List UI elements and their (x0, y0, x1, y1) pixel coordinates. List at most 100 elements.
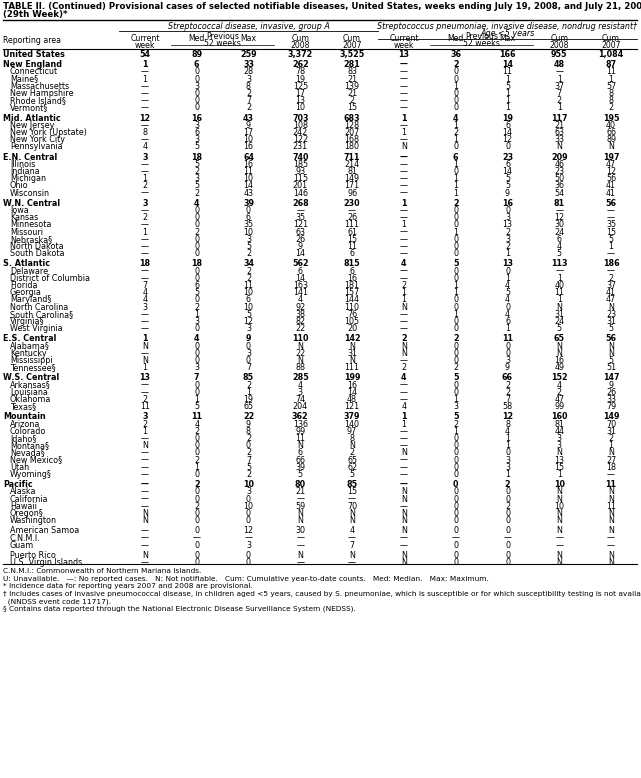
Text: 11: 11 (606, 502, 616, 511)
Text: 0: 0 (194, 213, 199, 223)
Text: 8: 8 (349, 434, 354, 443)
Text: 47: 47 (554, 395, 564, 404)
Text: 0: 0 (453, 541, 458, 550)
Text: 5: 5 (505, 82, 510, 91)
Text: 3: 3 (194, 317, 199, 326)
Text: —: — (400, 82, 408, 91)
Text: 4: 4 (401, 259, 406, 268)
Text: 0: 0 (453, 206, 458, 215)
Text: 4: 4 (401, 402, 406, 412)
Text: 3: 3 (246, 324, 251, 333)
Text: Illinois: Illinois (10, 159, 35, 169)
Text: 27: 27 (606, 456, 616, 464)
Text: 1: 1 (453, 228, 458, 237)
Text: 7: 7 (246, 456, 251, 464)
Text: 166: 166 (499, 50, 516, 59)
Text: —: — (141, 82, 149, 91)
Text: 16: 16 (191, 114, 202, 123)
Text: 9: 9 (246, 335, 251, 343)
Text: —: — (141, 558, 149, 567)
Text: —: — (400, 541, 408, 550)
Text: N: N (608, 142, 614, 152)
Text: 14: 14 (244, 181, 253, 191)
Text: Kansas: Kansas (10, 213, 38, 223)
Text: 78: 78 (296, 68, 305, 76)
Text: 31: 31 (347, 349, 357, 358)
Text: 1: 1 (142, 75, 147, 83)
Text: N: N (608, 342, 614, 351)
Text: 44: 44 (554, 427, 564, 436)
Text: 0: 0 (453, 480, 458, 489)
Text: Current: Current (130, 34, 160, 43)
Text: 2: 2 (246, 103, 251, 112)
Text: 22: 22 (295, 349, 305, 358)
Text: Florida: Florida (10, 281, 38, 290)
Text: —: — (141, 235, 149, 244)
Text: 16: 16 (347, 274, 357, 282)
Text: —: — (400, 324, 408, 333)
Text: 2: 2 (349, 448, 354, 457)
Text: 1: 1 (505, 434, 510, 443)
Text: —: — (348, 558, 356, 567)
Text: * Incidence data for reporting years 2007 and 2008 are provisional.: * Incidence data for reporting years 200… (3, 584, 253, 590)
Text: 0: 0 (194, 68, 199, 76)
Text: 1: 1 (401, 220, 406, 230)
Text: 54: 54 (139, 50, 151, 59)
Text: 2: 2 (194, 188, 199, 198)
Text: 96: 96 (347, 188, 357, 198)
Text: 1: 1 (453, 135, 458, 144)
Text: 5: 5 (453, 259, 458, 268)
Text: 1: 1 (401, 128, 406, 137)
Text: —: — (348, 495, 356, 503)
Text: —: — (296, 206, 304, 215)
Text: 56: 56 (606, 174, 616, 183)
Text: 1: 1 (142, 228, 147, 237)
Text: 5: 5 (505, 181, 510, 191)
Text: 1: 1 (194, 395, 199, 404)
Text: United States: United States (3, 50, 65, 59)
Text: 35: 35 (244, 220, 254, 230)
Text: —: — (400, 68, 408, 76)
Text: 13: 13 (296, 96, 305, 105)
Text: E.N. Central: E.N. Central (3, 152, 57, 162)
Text: (NNDSS event code 11717).: (NNDSS event code 11717). (3, 598, 111, 605)
Text: 0: 0 (453, 249, 458, 258)
Text: —: — (400, 434, 408, 443)
Text: 1: 1 (505, 470, 510, 479)
Text: N: N (142, 441, 148, 450)
Text: —: — (244, 534, 253, 542)
Text: 54: 54 (554, 188, 564, 198)
Text: 2: 2 (505, 228, 510, 237)
Text: 9: 9 (297, 242, 303, 251)
Text: Utah: Utah (10, 463, 29, 471)
Text: 35: 35 (296, 213, 305, 223)
Text: 2: 2 (453, 128, 458, 137)
Text: 2: 2 (194, 228, 199, 237)
Text: Iowa: Iowa (10, 206, 29, 215)
Text: Hawaii: Hawaii (10, 502, 37, 511)
Text: 0: 0 (453, 463, 458, 471)
Text: 66: 66 (296, 456, 305, 464)
Text: 6: 6 (194, 60, 199, 69)
Text: 70: 70 (606, 419, 616, 429)
Text: Mid. Atlantic: Mid. Atlantic (3, 114, 61, 123)
Text: 6: 6 (349, 249, 354, 258)
Text: 1: 1 (401, 419, 406, 429)
Text: U: Unavailable.   —: No reported cases.   N: Not notifiable.   Cum: Cumulative y: U: Unavailable. —: No reported cases. N:… (3, 576, 489, 582)
Text: 157: 157 (344, 288, 360, 297)
Text: 1: 1 (401, 114, 406, 123)
Text: 231: 231 (293, 142, 308, 152)
Text: Maryland§: Maryland§ (10, 296, 51, 304)
Text: 11: 11 (606, 480, 617, 489)
Text: 5: 5 (194, 181, 199, 191)
Text: 8: 8 (142, 128, 147, 137)
Text: 0: 0 (453, 213, 458, 223)
Text: N: N (297, 441, 303, 450)
Text: 0: 0 (453, 387, 458, 397)
Text: South Carolina§: South Carolina§ (10, 310, 73, 319)
Text: 58: 58 (503, 402, 513, 412)
Text: Michigan: Michigan (10, 174, 46, 183)
Text: 10: 10 (554, 502, 564, 511)
Text: California: California (10, 495, 49, 503)
Text: 13: 13 (139, 373, 151, 383)
